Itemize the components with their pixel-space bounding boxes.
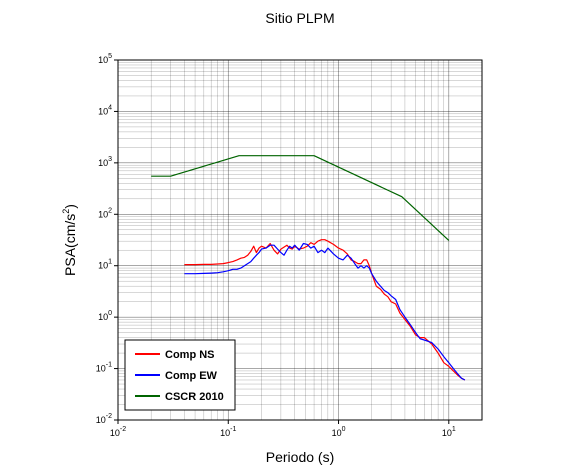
- grid: [117, 59, 483, 421]
- legend-label: CSCR 2010: [165, 391, 224, 403]
- chart-title: Sitio PLPM: [265, 10, 334, 26]
- y-axis-label-exp: 2: [61, 209, 71, 214]
- y-axis-label-close: ): [62, 204, 78, 209]
- x-axis-label: Periodo (s): [266, 449, 334, 465]
- y-axis-label: PSA(cm/s2): [61, 204, 78, 276]
- series-lines: [151, 155, 466, 381]
- legend-label: Comp EW: [165, 370, 218, 382]
- x-tick-label: 10-1: [220, 426, 236, 438]
- y-tick-label: 10-1: [96, 362, 112, 374]
- y-tick-label: 101: [98, 259, 112, 271]
- axis-ticks: 10-2 10-1 100 101 10-2 10-1 100 101 102 103 104 105: [96, 53, 456, 438]
- series-line-comp-ns: [184, 239, 466, 381]
- x-tick-label: 101: [442, 426, 456, 438]
- legend: Comp NS Comp EW CSCR 2010: [124, 339, 236, 411]
- y-tick-label: 100: [98, 310, 112, 322]
- legend-label: Comp NS: [165, 349, 215, 361]
- x-tick-label: 10-2: [110, 426, 126, 438]
- plot-frame: [117, 59, 483, 421]
- x-tick-label: 100: [332, 426, 346, 438]
- series-line-cscr-2010: [151, 155, 450, 241]
- y-tick-label: 105: [98, 53, 112, 65]
- y-axis-label-base: PSA(cm/s: [62, 214, 78, 276]
- y-tick-label: 103: [98, 156, 112, 168]
- series-line-comp-ew: [184, 242, 466, 381]
- y-tick-label: 102: [98, 207, 112, 219]
- y-tick-label: 10-2: [96, 413, 112, 425]
- y-tick-label: 104: [98, 104, 112, 116]
